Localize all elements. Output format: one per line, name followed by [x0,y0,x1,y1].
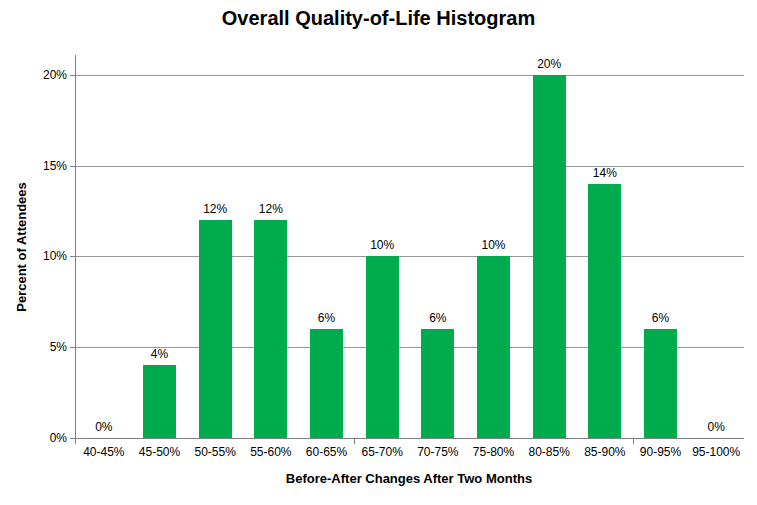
y-tick-label: 20% [43,68,67,82]
chart-title: Overall Quality-of-Life Histogram [0,7,757,30]
bar [366,256,399,438]
bar-value-label: 6% [429,312,446,325]
y-tick-label: 15% [43,159,67,173]
y-tick-label: 10% [43,249,67,263]
chart-container: Overall Quality-of-Life Histogram Percen… [0,0,757,505]
bar [199,220,232,438]
x-tick-label: 80-85% [528,445,569,459]
y-axis-tick [70,347,76,348]
x-tick-label: 40-45% [83,445,124,459]
bar-value-label: 14% [593,167,617,180]
bar-value-label: 12% [259,203,283,216]
bar [533,75,566,438]
bar-value-label: 10% [370,239,394,252]
x-tick-label: 85-90% [584,445,625,459]
bar [254,220,287,438]
x-axis-tick [633,439,634,444]
y-axis-tick [70,256,76,257]
bar [421,329,454,438]
x-tick-label: 45-50% [139,445,180,459]
gridline [76,166,744,167]
y-axis-title: Percent of Attendees [14,182,29,312]
x-tick-label: 75-80% [473,445,514,459]
x-tick-label: 50-55% [194,445,235,459]
y-tick-label: 5% [50,340,67,354]
bar [644,329,677,438]
y-axis-tick [70,75,76,76]
bar-value-label: 6% [318,312,335,325]
bar [310,329,343,438]
bar-value-label: 20% [537,58,561,71]
x-axis-tick [75,439,76,444]
x-tick-label: 95-100% [692,445,740,459]
gridline [76,75,744,76]
bar-value-label: 10% [481,239,505,252]
x-tick-label: 55-60% [250,445,291,459]
bar [588,184,621,438]
x-tick-label: 65-70% [361,445,402,459]
x-tick-label: 70-75% [417,445,458,459]
bar-value-label: 6% [652,312,669,325]
x-tick-label: 90-95% [640,445,681,459]
bar [477,256,510,438]
y-axis-tick [70,166,76,167]
x-axis-tick [354,439,355,444]
plot-area: 0%5%10%15%20%0%40-45%4%45-50%12%50-55%12… [75,55,744,439]
bar [143,365,176,438]
bar-value-label: 0% [707,421,724,434]
x-tick-label: 60-65% [306,445,347,459]
bar-value-label: 4% [151,348,168,361]
y-tick-label: 0% [50,431,67,445]
gridline [76,256,744,257]
bar-value-label: 12% [203,203,227,216]
x-axis-title: Before-After Changes After Two Months [75,471,743,486]
bar-value-label: 0% [95,421,112,434]
